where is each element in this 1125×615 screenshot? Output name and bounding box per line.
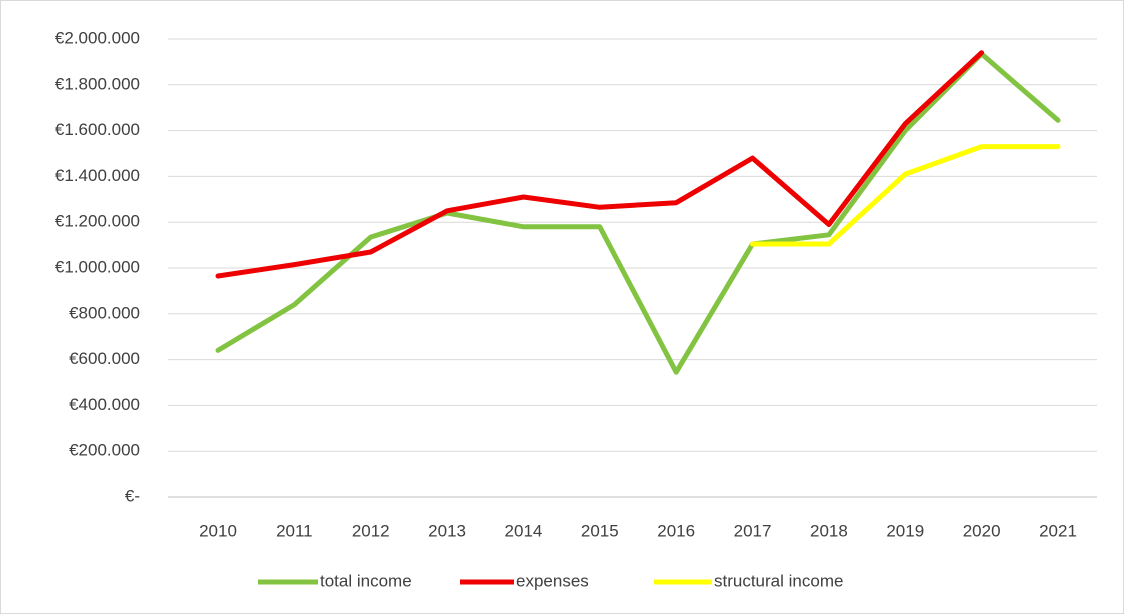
y-tick-label: €- (125, 486, 140, 505)
y-tick-label: €1.000.000 (55, 257, 140, 276)
x-tick-label: 2016 (657, 521, 695, 540)
x-tick-label: 2011 (276, 521, 313, 540)
y-tick-label: €1.200.000 (55, 212, 140, 231)
series-line (215, 50, 985, 279)
x-tick-label: 2021 (1039, 521, 1077, 540)
x-tick-label: 2020 (963, 521, 1001, 540)
x-tick-label: 2014 (505, 521, 543, 540)
y-tick-label: €400.000 (69, 395, 140, 414)
legend-label: structural income (714, 571, 843, 590)
y-tick-label: €200.000 (69, 441, 140, 460)
x-tick-label: 2019 (886, 521, 924, 540)
y-tick-label: €2.000.000 (55, 28, 140, 47)
x-tick-label: 2013 (428, 521, 466, 540)
legend-label: expenses (516, 571, 589, 590)
legend-label: total income (320, 571, 412, 590)
series-line (750, 144, 1061, 247)
y-tick-label: €1.800.000 (55, 74, 140, 93)
x-tick-label: 2015 (581, 521, 619, 540)
y-tick-label: €1.400.000 (55, 166, 140, 185)
x-tick-label: 2010 (199, 521, 237, 540)
y-tick-label: €600.000 (69, 349, 140, 368)
y-tick-label: €1.600.000 (55, 120, 140, 139)
x-tick-label: 2012 (352, 521, 390, 540)
x-tick-label: 2018 (810, 521, 848, 540)
x-tick-label: 2017 (734, 521, 772, 540)
series-line (215, 51, 1061, 375)
y-tick-label: €800.000 (69, 303, 140, 322)
